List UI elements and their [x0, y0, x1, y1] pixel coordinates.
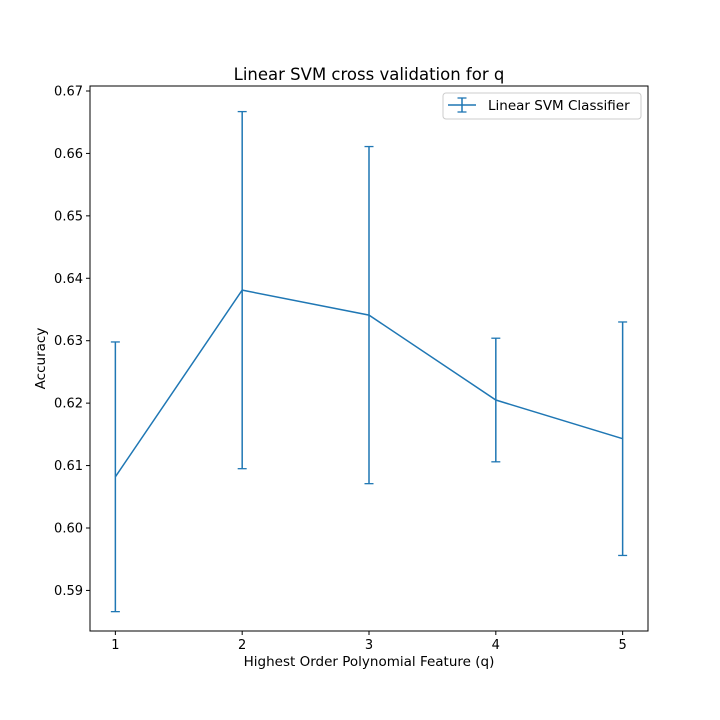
y-tick-label: 0.61: [54, 459, 83, 474]
legend: Linear SVM Classifier: [442, 92, 642, 120]
legend-box: [442, 92, 642, 120]
plot-frame: [89, 85, 649, 632]
y-tick-label: 0.66: [54, 147, 83, 162]
y-axis-ticks: 0.59 0.60 0.61 0.62 0.63 0.64 0.65 0.66 0.67: [54, 84, 90, 599]
y-axis-label: Accuracy: [33, 328, 49, 390]
plot-area: [110, 110, 628, 613]
x-axis-ticks: 1 2 3 4 5: [111, 631, 627, 653]
legend-label: Linear SVM Classifier: [488, 98, 630, 114]
x-tick-label: 2: [238, 638, 246, 653]
y-tick-label: 0.60: [54, 521, 83, 536]
y-tick-label: 0.64: [54, 272, 83, 287]
x-tick-label: 3: [365, 638, 373, 653]
x-tick-label: 1: [111, 638, 119, 653]
x-tick-label: 4: [492, 638, 500, 653]
y-tick-label: 0.65: [54, 209, 83, 224]
x-axis-label: Highest Order Polynomial Feature (q): [244, 654, 495, 670]
x-tick-label: 5: [618, 638, 626, 653]
y-tick-label: 0.63: [54, 334, 83, 349]
y-tick-label: 0.67: [54, 84, 83, 99]
y-tick-label: 0.59: [54, 584, 83, 599]
legend-errorbar-marker: [448, 97, 476, 113]
chart-title: Linear SVM cross validation for q: [234, 65, 505, 84]
y-tick-label: 0.62: [54, 397, 83, 412]
